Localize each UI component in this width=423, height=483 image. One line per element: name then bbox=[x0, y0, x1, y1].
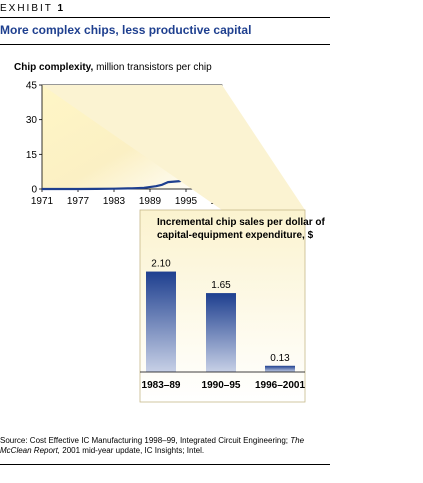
bar-category-label: 1983–89 bbox=[142, 380, 181, 391]
bar-value-label: 2.10 bbox=[151, 259, 171, 270]
headline: More complex chips, less productive capi… bbox=[0, 23, 252, 37]
bar-1990–95 bbox=[206, 293, 236, 372]
x-tick-label: 1983 bbox=[103, 196, 126, 207]
exhibit-label: EXHIBIT 1 bbox=[0, 3, 66, 14]
headline-rule bbox=[0, 44, 330, 45]
y-tick-label: 0 bbox=[31, 185, 37, 196]
bar-value-label: 1.65 bbox=[211, 280, 231, 291]
bar-category-label: 1996–2001 bbox=[255, 380, 305, 391]
x-tick-label: 1995 bbox=[175, 196, 198, 207]
line-chart-title: Chip complexity, million transistors per… bbox=[14, 62, 212, 73]
bar-chart: 2.10 1983–89 1.65 1990–95 0.13 1996–2001 bbox=[42, 85, 305, 403]
y-tick-label: 45 bbox=[26, 81, 38, 92]
y-tick-label: 15 bbox=[26, 150, 38, 161]
x-tick-label: 1977 bbox=[67, 196, 90, 207]
x-tick-label: 1971 bbox=[31, 196, 54, 207]
bar-category-label: 1990–95 bbox=[202, 380, 241, 391]
top-rule bbox=[0, 17, 330, 18]
x-tick-label: 1989 bbox=[139, 196, 162, 207]
bar-chart-title: Incremental chip sales per dollar of cap… bbox=[157, 217, 325, 241]
bar-1983–89 bbox=[146, 271, 176, 372]
callout-wedge bbox=[42, 85, 305, 210]
bar-value-label: 0.13 bbox=[270, 353, 290, 364]
bottom-rule bbox=[0, 464, 330, 465]
y-tick-label: 30 bbox=[26, 115, 38, 126]
source-note: Source: Cost Effective IC Manufacturing … bbox=[0, 436, 305, 455]
bar-1996–2001 bbox=[265, 365, 295, 372]
